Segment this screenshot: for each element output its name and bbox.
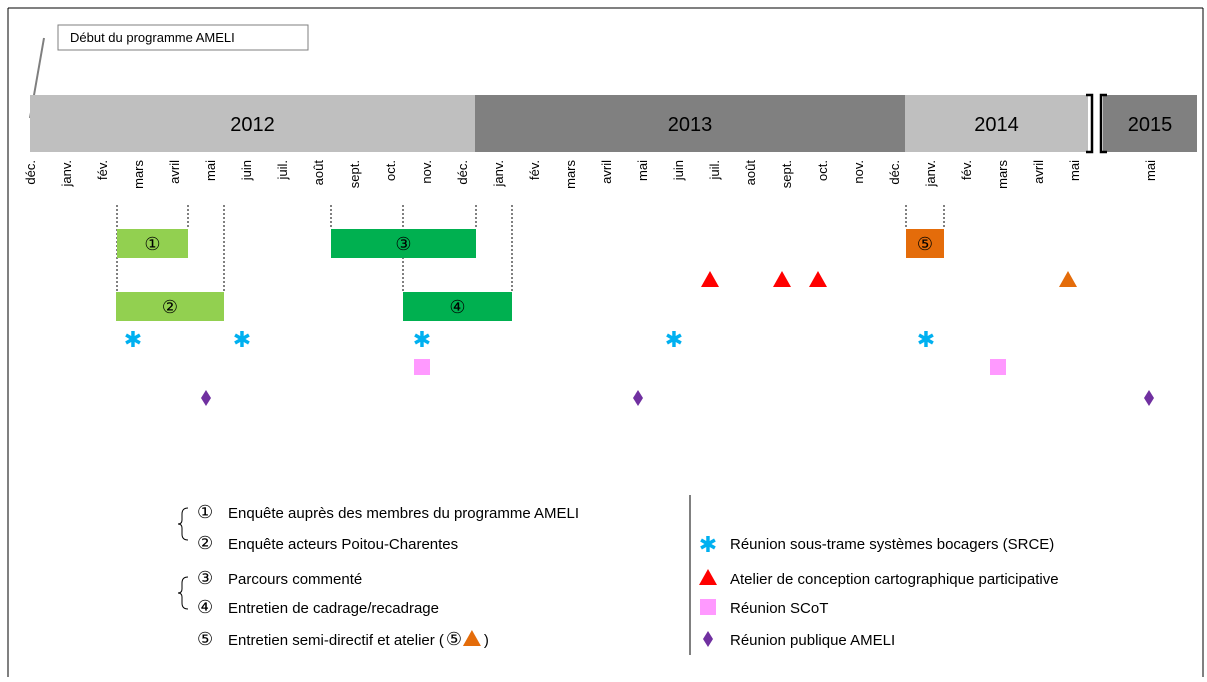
event-triangle bbox=[699, 569, 717, 585]
event-triangle bbox=[773, 271, 791, 287]
month-label: nov. bbox=[419, 160, 434, 184]
event-asterisk: ✱ bbox=[124, 327, 142, 352]
brace bbox=[177, 576, 189, 610]
legend-num: ① bbox=[197, 502, 213, 522]
legend-num: ③ bbox=[197, 568, 213, 588]
month-label: avril bbox=[599, 160, 614, 184]
legend-num: ④ bbox=[197, 597, 213, 617]
month-label: mars bbox=[563, 160, 578, 189]
month-label: janv. bbox=[59, 160, 74, 188]
phase-bar bbox=[116, 292, 224, 321]
month-label: mai bbox=[1143, 160, 1158, 181]
month-label: sept. bbox=[347, 160, 362, 188]
legend-num: ⑤ bbox=[446, 629, 462, 649]
phase-bar bbox=[403, 292, 512, 321]
event-diamond bbox=[703, 631, 713, 647]
event-asterisk: ✱ bbox=[413, 327, 431, 352]
month-label: fév. bbox=[527, 160, 542, 180]
event-legend-text: Réunion publique AMELI bbox=[730, 632, 895, 649]
month-label: mai bbox=[1067, 160, 1082, 181]
month-label: mai bbox=[203, 160, 218, 181]
legend-text: Entretien semi-directif et atelier ( bbox=[228, 632, 444, 649]
month-label: sept. bbox=[779, 160, 794, 188]
month-label: déc. bbox=[455, 160, 470, 185]
event-diamond bbox=[1144, 390, 1154, 406]
phase-label: ④ bbox=[449, 297, 465, 317]
month-label: fév. bbox=[959, 160, 974, 180]
event-asterisk: ✱ bbox=[233, 327, 251, 352]
month-label: avril bbox=[167, 160, 182, 184]
phase-label: ② bbox=[162, 297, 178, 317]
phase-label: ③ bbox=[395, 234, 411, 254]
year-label: 2012 bbox=[230, 114, 275, 136]
phase-bar bbox=[906, 229, 944, 258]
month-label: août bbox=[311, 160, 326, 186]
event-square bbox=[414, 359, 430, 375]
month-label: mars bbox=[131, 160, 146, 189]
month-label: oct. bbox=[815, 160, 830, 181]
month-label: fév. bbox=[95, 160, 110, 180]
event-triangle bbox=[701, 271, 719, 287]
year-band bbox=[475, 95, 905, 152]
month-label: juin bbox=[671, 160, 686, 181]
year-band bbox=[1103, 95, 1197, 152]
event-triangle bbox=[1059, 271, 1077, 287]
month-label: déc. bbox=[23, 160, 38, 185]
month-label: janv. bbox=[491, 160, 506, 188]
month-label: mars bbox=[995, 160, 1010, 189]
legend-text: ) bbox=[484, 632, 489, 649]
break bbox=[1086, 93, 1107, 154]
callout: Début du programme AMELI bbox=[70, 30, 235, 45]
month-label: juin bbox=[239, 160, 254, 181]
month-label: nov. bbox=[851, 160, 866, 184]
event-square bbox=[700, 599, 716, 615]
month-label: avril bbox=[1031, 160, 1046, 184]
month-label: juil. bbox=[707, 160, 722, 181]
legend-text: Enquête acteurs Poitou-Charentes bbox=[228, 536, 458, 553]
event-asterisk: ✱ bbox=[699, 532, 717, 557]
legend-text: Parcours commenté bbox=[228, 571, 362, 588]
month-label: juil. bbox=[275, 160, 290, 181]
year-band bbox=[905, 95, 1088, 152]
event-diamond bbox=[201, 390, 211, 406]
event-triangle bbox=[809, 271, 827, 287]
month-label: déc. bbox=[887, 160, 902, 185]
event-asterisk: ✱ bbox=[917, 327, 935, 352]
year-label: 2014 bbox=[974, 114, 1019, 136]
month-label: août bbox=[743, 160, 758, 186]
event-legend-text: Réunion sous-trame systèmes bocagers (SR… bbox=[730, 536, 1054, 553]
phase-bar bbox=[117, 229, 188, 258]
event-legend-text: Atelier de conception cartographique par… bbox=[730, 571, 1059, 588]
month-label: oct. bbox=[383, 160, 398, 181]
event-asterisk: ✱ bbox=[665, 327, 683, 352]
event-diamond bbox=[633, 390, 643, 406]
month-label: mai bbox=[635, 160, 650, 181]
phase-bar bbox=[331, 229, 476, 258]
legend-num: ② bbox=[197, 533, 213, 553]
year-label: 2013 bbox=[668, 114, 713, 136]
brace bbox=[177, 507, 189, 541]
phase-label: ① bbox=[144, 234, 160, 254]
year-band bbox=[30, 95, 475, 152]
legend-num: ⑤ bbox=[197, 629, 213, 649]
event-triangle bbox=[462, 630, 481, 646]
event-square bbox=[990, 359, 1006, 375]
legend-text: Entretien de cadrage/recadrage bbox=[228, 600, 439, 617]
phase-label: ⑤ bbox=[917, 234, 933, 254]
callout-box bbox=[57, 24, 309, 51]
year-label: 2015 bbox=[1128, 114, 1173, 136]
month-label: janv. bbox=[923, 160, 938, 188]
event-legend-text: Réunion SCoT bbox=[730, 600, 828, 617]
legend-text: Enquête auprès des membres du programme … bbox=[228, 505, 579, 522]
